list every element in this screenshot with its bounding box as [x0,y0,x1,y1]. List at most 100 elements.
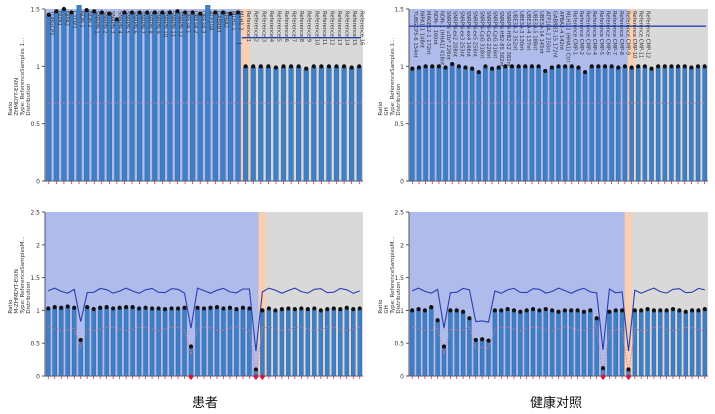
category-label: UBE3A 2 [192,11,198,33]
category-label: Reference 3 [260,11,266,42]
category-label: SNRPN 11 [169,11,175,37]
bar [71,307,77,377]
data-point [588,308,593,313]
category-label: Reference CMP-11 [638,11,644,58]
bar [299,308,304,377]
bar [208,307,213,377]
data-point [78,337,83,343]
bar [530,308,536,377]
data-point [473,337,478,343]
category-label: NDN 1 [79,11,85,28]
category-label: SNRPN 8 [147,11,153,34]
data-point [410,66,415,71]
category-label: UBE3A 3 [200,11,206,33]
bar [220,12,226,182]
data-point [549,65,554,70]
data-point [609,64,614,69]
bar [463,67,468,182]
data-point [114,17,120,22]
data-point [576,65,581,70]
bar [162,308,168,377]
data-point [496,65,501,70]
data-point [454,308,459,313]
chart-bottom-left-svg: 0 0.5 1 1.5 2 2.5 Ratio M-ZHMDYT-EIXN Type: Refe… [8,210,363,381]
bar [356,66,362,182]
data-point [448,308,453,313]
chart-top-left-svg: 0 0.5 1 1.5 Ratio ZHMDYT-EIXN Type: ReferenceS… [8,0,365,186]
data-point [167,10,173,15]
data-point [357,306,362,311]
y-tick-label: 0.5 [394,341,404,348]
y-tick-label: 1 [36,308,40,315]
bar [234,308,239,377]
data-point [182,10,188,15]
data-point [312,306,317,311]
data-point [221,306,226,311]
data-point [65,304,70,309]
bar [454,310,459,377]
data-point [594,316,599,321]
bar [669,66,674,182]
bar [182,12,188,182]
category-label: NDN 2 [86,11,92,28]
bar [589,66,594,182]
data-point [689,65,694,70]
data-point [98,305,103,310]
data-point [677,308,682,313]
upper-envelope-line [411,287,705,352]
bar [429,306,434,377]
data-point [430,64,435,69]
bar [467,318,472,377]
category-label: SNRPN 3 [109,11,115,34]
deletion-marker [188,374,194,380]
category-label: MLH1 2 [238,11,244,31]
data-point [258,64,263,69]
bar [235,12,241,182]
bar [46,14,52,182]
bar [632,310,638,377]
data-point [85,305,90,310]
data-point [626,367,631,372]
bar [311,66,317,182]
y-tick-label: 1.5 [30,275,40,282]
data-point [702,64,707,69]
y-tick-label: 1.5 [394,275,404,282]
bar [117,307,122,377]
category-label: Reference 12 [328,11,334,45]
bar [99,12,105,182]
y-tick-label: 0.5 [30,121,40,128]
data-point [124,305,129,310]
data-point [247,306,252,311]
bar [499,310,504,377]
data-point [476,69,481,75]
bar [325,308,330,377]
bar [695,66,701,182]
bar [130,306,135,377]
bar [53,11,59,182]
data-point [266,64,271,69]
category-label: Reference CMP-12 [644,11,650,58]
bar [682,66,688,182]
data-point [503,64,508,69]
data-point [616,65,621,70]
data-point [235,10,241,15]
data-point [54,9,59,14]
category-label: NDN-1 (HHA1) 418nt [438,11,444,65]
bar [441,346,447,377]
data-point [543,68,548,74]
bar [227,307,233,377]
data-point [344,305,349,310]
category-label: Reference 9 [306,11,312,42]
category-label: SNRPN 4 [116,11,122,34]
bar [152,12,158,182]
bar [503,66,508,182]
bar [696,310,701,377]
y-axis-label-line: Ratio [8,299,14,314]
bar [110,308,116,377]
data-point [46,306,51,311]
bar [479,339,485,377]
bar [279,308,285,377]
y-axis-label-line: Ratio [378,101,384,116]
bar [523,66,528,182]
data-point [524,308,529,313]
